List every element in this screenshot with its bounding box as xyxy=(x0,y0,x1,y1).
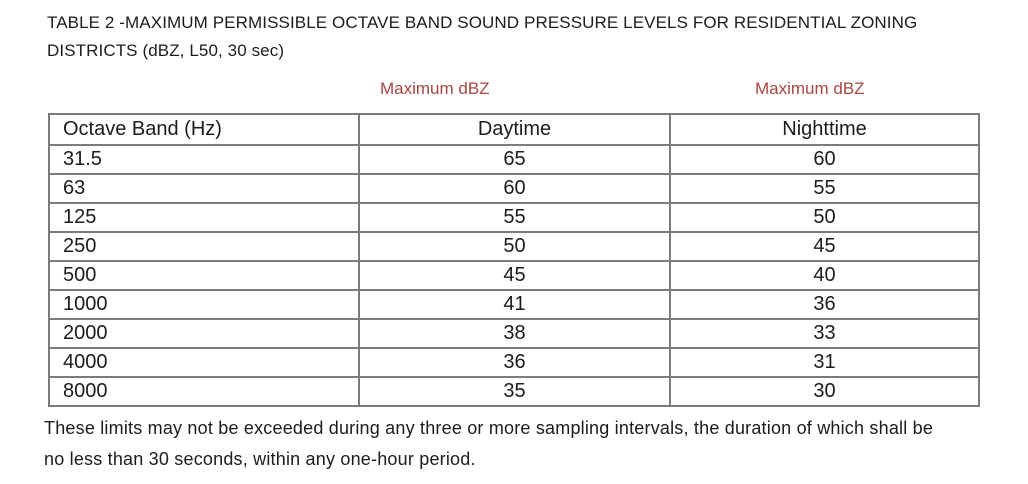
daytime-value-cell: 45 xyxy=(358,260,671,291)
footnote: These limits may not be exceeded during … xyxy=(44,413,933,475)
table-title-line1: TABLE 2 -MAXIMUM PERMISSIBLE OCTAVE BAND… xyxy=(47,13,918,32)
table-header-row: Octave Band (Hz) Daytime Nighttime xyxy=(48,113,980,146)
daytime-value-cell: 36 xyxy=(358,347,671,378)
table-title: TABLE 2 -MAXIMUM PERMISSIBLE OCTAVE BAND… xyxy=(47,9,917,65)
table-row: 8000 35 30 xyxy=(48,376,980,407)
daytime-max-dbz-label: Maximum dBZ xyxy=(380,79,490,98)
daytime-value-cell: 50 xyxy=(358,231,671,262)
table-row: 250 50 45 xyxy=(48,231,980,262)
daytime-value-cell: 38 xyxy=(358,318,671,349)
header-octave-band: Octave Band (Hz) xyxy=(48,113,360,146)
nighttime-value-cell: 40 xyxy=(669,260,980,291)
nighttime-value-cell: 33 xyxy=(669,318,980,349)
daytime-value-cell: 41 xyxy=(358,289,671,320)
nighttime-value-cell: 55 xyxy=(669,173,980,204)
daytime-value-cell: 60 xyxy=(358,173,671,204)
daytime-value-cell: 65 xyxy=(358,144,671,175)
octave-band-cell: 1000 xyxy=(48,289,360,320)
nighttime-value-cell: 60 xyxy=(669,144,980,175)
octave-band-cell: 31.5 xyxy=(48,144,360,175)
table-row: 500 45 40 xyxy=(48,260,980,291)
header-daytime: Daytime xyxy=(358,113,671,146)
sound-pressure-levels-table: Octave Band (Hz) Daytime Nighttime 31.5 … xyxy=(48,113,980,407)
table-row: 4000 36 31 xyxy=(48,347,980,378)
nighttime-max-dbz-label: Maximum dBZ xyxy=(755,79,865,98)
nighttime-value-cell: 36 xyxy=(669,289,980,320)
daytime-value-cell: 55 xyxy=(358,202,671,233)
table-row: 1000 41 36 xyxy=(48,289,980,320)
octave-band-cell: 125 xyxy=(48,202,360,233)
octave-band-cell: 8000 xyxy=(48,376,360,407)
table-row: 63 60 55 xyxy=(48,173,980,204)
footnote-line2: no less than 30 seconds, within any one-… xyxy=(44,449,476,469)
nighttime-value-cell: 50 xyxy=(669,202,980,233)
octave-band-cell: 500 xyxy=(48,260,360,291)
footnote-line1: These limits may not be exceeded during … xyxy=(44,418,934,438)
octave-band-cell: 4000 xyxy=(48,347,360,378)
table-row: 125 55 50 xyxy=(48,202,980,233)
header-nighttime: Nighttime xyxy=(669,113,980,146)
table-body: 31.5 65 60 63 60 55 125 55 50 250 50 45 … xyxy=(48,144,980,407)
table-row: 31.5 65 60 xyxy=(48,144,980,175)
octave-band-cell: 63 xyxy=(48,173,360,204)
daytime-value-cell: 35 xyxy=(358,376,671,407)
table-title-line2: DISTRICTS (dBZ, L50, 30 sec) xyxy=(47,41,285,60)
table-row: 2000 38 33 xyxy=(48,318,980,349)
octave-band-cell: 2000 xyxy=(48,318,360,349)
nighttime-value-cell: 31 xyxy=(669,347,980,378)
octave-band-cell: 250 xyxy=(48,231,360,262)
nighttime-value-cell: 30 xyxy=(669,376,980,407)
nighttime-value-cell: 45 xyxy=(669,231,980,262)
